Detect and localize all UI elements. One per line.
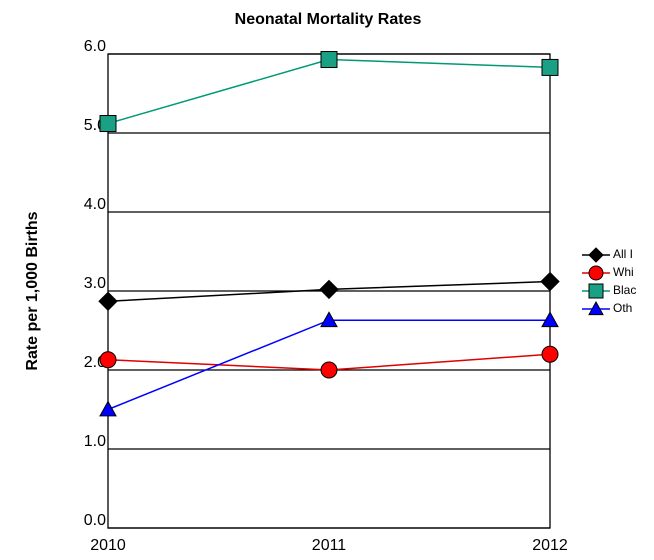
data-point [99, 351, 117, 369]
legend-label: All I [613, 247, 633, 261]
data-point [320, 311, 338, 328]
legend-marker [588, 247, 604, 263]
data-point [540, 271, 560, 292]
data-point [319, 279, 339, 300]
legend-label: Oth [613, 301, 632, 315]
x-tick-label: 2011 [312, 537, 347, 554]
y-tick-label: 3.0 [84, 275, 106, 292]
chart-title: Neonatal Mortality Rates [235, 11, 422, 28]
legend-marker [588, 265, 604, 281]
data-point [320, 51, 338, 69]
data-point [541, 345, 559, 363]
y-axis-label: Rate per 1,000 Births [24, 211, 41, 370]
legend-label: Blac [613, 283, 636, 297]
y-tick-label: 4.0 [84, 196, 106, 213]
data-point [541, 311, 559, 328]
legend-marker [588, 300, 604, 316]
data-point [99, 115, 117, 133]
legend-label: Whi [613, 265, 634, 279]
x-tick-label: 2010 [90, 537, 126, 554]
data-point [98, 291, 118, 311]
y-tick-label: 6.0 [84, 38, 106, 55]
legend-marker [588, 283, 604, 299]
data-point [99, 400, 117, 417]
y-tick-label: 0.0 [84, 512, 106, 529]
series-line [107, 58, 551, 125]
y-tick-label: 1.0 [84, 433, 106, 450]
data-point [541, 58, 559, 76]
x-tick-label: 2012 [532, 537, 568, 554]
data-point [320, 361, 338, 379]
